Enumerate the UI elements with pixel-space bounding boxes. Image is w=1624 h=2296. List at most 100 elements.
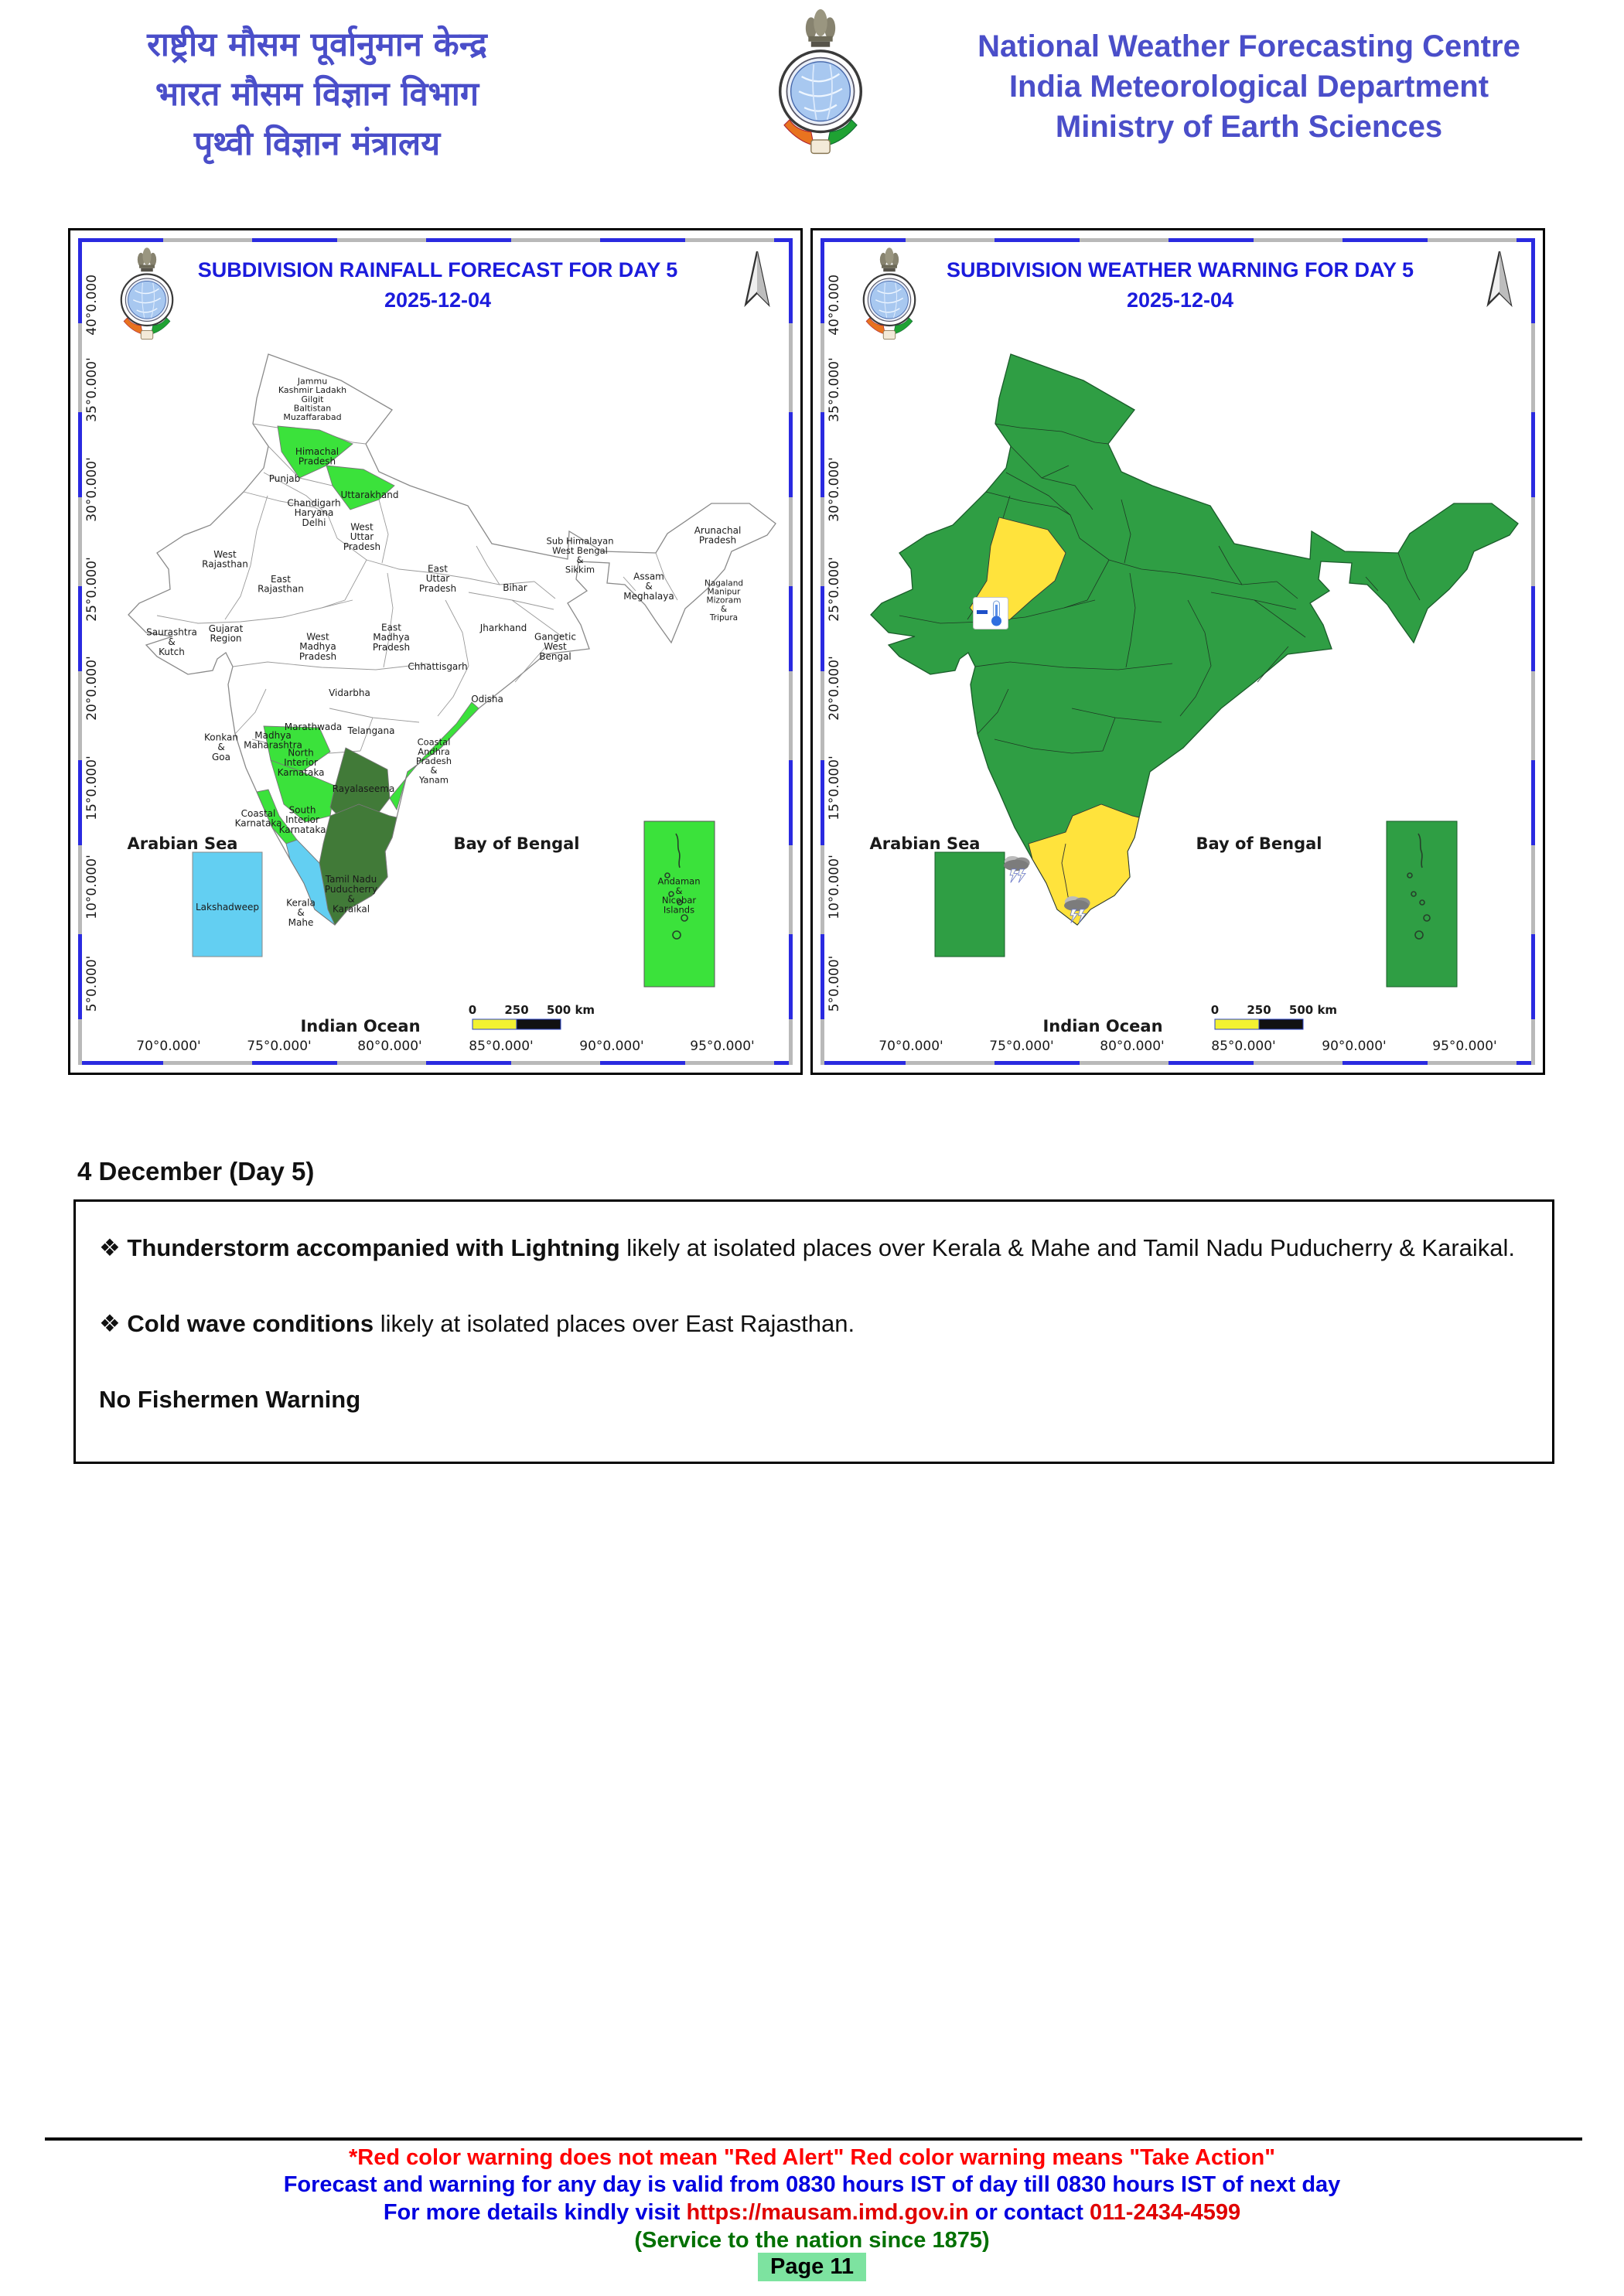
y-axis-label: 30°0.000': [827, 457, 842, 521]
footer-phone-number: 011-2434-4599: [1090, 2200, 1241, 2225]
scale-zero: 0: [1211, 1003, 1219, 1017]
bulletin-item1-text: likely at isolated places over Kerala & …: [619, 1234, 1516, 1261]
scale-end: 500 km: [547, 1003, 595, 1017]
subdivision-label-marathwada: Marathwada: [285, 722, 342, 732]
footer-red-note: *Red color warning does not mean "Red Al…: [348, 2145, 1276, 2170]
region-uttarakhand: [326, 465, 395, 510]
bulletin-item2-text: likely at isolated places over East Raja…: [374, 1310, 855, 1338]
header-english-line1: National Weather Forecasting Centre: [977, 29, 1520, 63]
bulletin-item-thunderstorm: ❖ Thunderstorm accompanied with Lightnin…: [99, 1230, 1529, 1267]
header-hindi-line2: भारत मौसम विज्ञान विभाग: [155, 75, 479, 114]
cold-wave-icon: [973, 597, 1008, 629]
arabian-sea-label: Arabian Sea: [870, 834, 981, 853]
subdivision-label-odisha: Odisha: [471, 694, 503, 704]
subdivision-label-gujarat-region: Gujarat Region: [209, 623, 244, 644]
subdivision-label-south-interior-karnataka: South Interior Karnataka: [279, 804, 326, 834]
subdivision-label-jharkhand: Jharkhand: [479, 623, 527, 633]
subdivision-label-coastal-karnataka: Coastal Karnataka: [235, 808, 282, 829]
scale-bar: 0 250 500 km: [1211, 1003, 1337, 1030]
forecast-regions: [256, 425, 479, 926]
subdivision-label-west-madhya-pradesh: West Madhya Pradesh: [299, 631, 336, 661]
graticule-frame-bottom: [821, 1061, 1535, 1065]
imd-emblem-logo: [773, 6, 868, 158]
subdivision-label-assam-meghalaya: Assam & Meghalaya: [623, 571, 674, 601]
andaman-nicobar-box: [1386, 820, 1458, 988]
y-axis-label: 10°0.000': [84, 855, 100, 919]
mausam-website-link[interactable]: https://mausam.imd.gov.in: [686, 2200, 969, 2225]
y-axis-label: 40°0.000': [84, 275, 100, 336]
region-north-interior-karnataka: [263, 725, 331, 773]
footer-divider: [45, 2137, 1582, 2141]
fishermen-warning: No Fishermen Warning: [99, 1386, 361, 1414]
graticule-frame-bottom: [78, 1061, 793, 1065]
subdivision-label-andaman-nicobar: Andaman & Nicobar Islands: [657, 876, 700, 916]
bullet-icon: ❖: [99, 1310, 121, 1338]
x-axis-label: 70°0.000': [136, 1039, 200, 1054]
bay-of-bengal-label: Bay of Bengal: [453, 834, 579, 853]
subdivision-label-arunachal-pradesh: Arunachal Pradesh: [694, 525, 742, 546]
x-axis-label: 90°0.000': [1322, 1039, 1386, 1054]
page-number-badge: Page 11: [757, 2253, 867, 2281]
footer-contact-prefix: For more details kindly visit: [383, 2200, 687, 2225]
scale-bar: 0 250 500 km: [469, 1003, 595, 1030]
subdivision-label-east-uttar-pradesh: East Uttar Pradesh: [419, 563, 456, 593]
subdivision-label-sub-himalayan-west-bengal-sikkim: Sub Himalayan West Bengal & Sikkim: [546, 536, 613, 575]
bullet-icon: ❖: [99, 1234, 121, 1261]
subdivision-label-lakshadweep: Lakshadweep: [196, 902, 259, 913]
header-hindi-line3: पृथ्वी विज्ञान मंत्रालय: [193, 125, 441, 163]
y-axis-label: 25°0.000': [827, 557, 842, 621]
lakshadweep-box: [192, 851, 263, 957]
y-axis-label: 5°0.000': [84, 956, 100, 1012]
bulletin-item-cold-wave: ❖ Cold wave conditions likely at isolate…: [99, 1305, 1529, 1342]
sea-labels: Arabian Sea Bay of Bengal Indian Ocean: [128, 834, 580, 1035]
weather-warning-map-panel: SUBDIVISION WEATHER WARNING FOR DAY 5 20…: [810, 228, 1545, 1075]
graticule-frame-top: [78, 238, 793, 242]
sea-labels: Arabian Sea Bay of Bengal Indian Ocean: [870, 834, 1322, 1035]
subdivision-label-telangana: Telangana: [347, 725, 395, 736]
header-english: National Weather Forecasting Centre Indi…: [943, 26, 1554, 147]
indian-ocean-label: Indian Ocean: [1042, 1017, 1162, 1035]
warning-east-rajasthan: [969, 517, 1066, 624]
y-axis-label: 15°0.000': [84, 756, 100, 820]
scale-mid: 250: [1247, 1003, 1271, 1017]
right-map-title-block: SUBDIVISION WEATHER WARNING FOR DAY 5 20…: [933, 255, 1428, 316]
x-axis-label: 75°0.000': [247, 1039, 311, 1054]
subdivision-label-chhattisgarh: Chhattisgarh: [408, 661, 467, 672]
x-axis-label: 90°0.000': [579, 1039, 643, 1054]
header-hindi-line1: राष्ट्रीय मौसम पूर्वानुमान केन्द्र: [147, 26, 487, 64]
left-map-date: 2025-12-04: [384, 288, 492, 312]
y-axis-label: 20°0.000': [84, 656, 100, 720]
subdivision-label-vidarbha: Vidarbha: [329, 687, 370, 698]
y-axis-label: 25°0.000': [84, 557, 100, 621]
subdivision-label-chandigarh-haryana-delhi: Chandigarh Haryana Delhi: [287, 497, 340, 527]
header-hindi: राष्ट्रीय मौसम पूर्वानुमान केन्द्र भारत …: [101, 20, 534, 169]
x-axis-label: 95°0.000': [1432, 1039, 1496, 1054]
subdivision-label-rayalaseema: Rayalaseema: [333, 783, 395, 794]
axis-labels: 70°0.000' 75°0.000' 80°0.000' 85°0.000' 90°0…: [827, 275, 1497, 1054]
region-kerala-mahe: [285, 839, 336, 926]
bulletin-heading: 4 December (Day 5): [77, 1157, 315, 1186]
graticule-frame-top: [821, 238, 1535, 242]
subdivision-label-tamil-nadu-puducherry-karaikal: Tamil Nadu Puducherry & Karaikal: [325, 874, 377, 914]
indian-ocean-label: Indian Ocean: [300, 1017, 420, 1035]
subdivision-label-uttarakhand: Uttarakhand: [341, 490, 399, 500]
y-axis-label: 35°0.000': [84, 357, 100, 421]
x-axis-label: 75°0.000': [989, 1039, 1053, 1054]
warning-kerala-tamil-nadu: [1028, 803, 1140, 926]
axis-labels: 70°0.000' 75°0.000' 80°0.000' 85°0.000' 90°0…: [84, 275, 755, 1054]
graticule-frame-right: [789, 238, 793, 1065]
bulletin-item1-bold: Thunderstorm accompanied with Lightning: [127, 1234, 620, 1261]
graticule-frame-left: [78, 238, 82, 1065]
subdivision-label-jammu-kashmir: Jammu Kashmir Ladakh Gilgit Baltistan Muzaff…: [278, 377, 346, 423]
bay-of-bengal-label: Bay of Bengal: [1196, 834, 1322, 853]
bulletin-item2-bold: Cold wave conditions: [127, 1310, 374, 1338]
rainfall-forecast-map-panel: SUBDIVISION RAINFALL FORECAST FOR DAY 5 …: [68, 228, 803, 1075]
weather-warning-map: 0 250 500 km 70°0.000' 75°0.000' 80°0.000'…: [827, 275, 1519, 1054]
x-axis-label: 70°0.000': [879, 1039, 943, 1054]
subdivision-label-west-uttar-pradesh: West Uttar Pradesh: [343, 521, 380, 551]
x-axis-label: 95°0.000': [690, 1039, 754, 1054]
right-map-title: SUBDIVISION WEATHER WARNING FOR DAY 5: [946, 258, 1414, 281]
subdivision-label-nagaland-manipur-mizoram-tripura: Nagaland Manipur Mizoram & Tripura: [705, 578, 743, 623]
y-axis-label: 20°0.000': [827, 656, 842, 720]
subdivision-label-coastal-andhra-pradesh-yanam: Coastal Andhra Pradesh & Yanam: [416, 737, 452, 786]
